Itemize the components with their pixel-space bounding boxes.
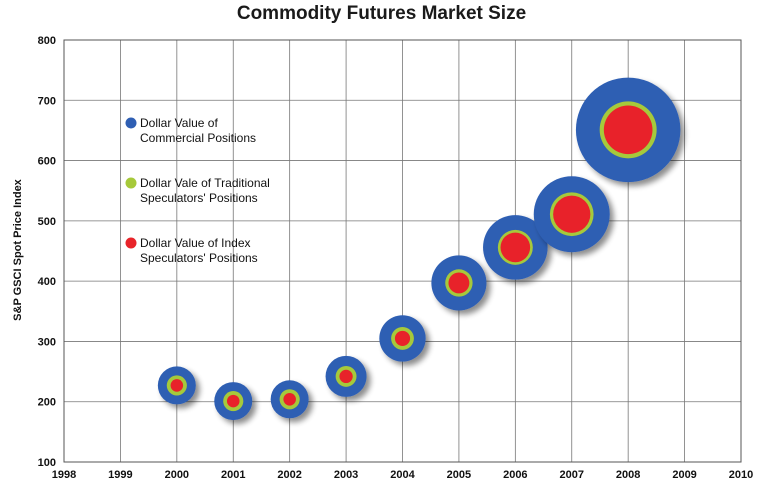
bubble-index: [226, 394, 240, 408]
y-tick-label: 200: [38, 397, 56, 409]
axes: 1998 1999 2000 2001 2002 2003 2004 2005 2006 2007…: [38, 35, 754, 481]
bubble-index: [394, 330, 411, 347]
y-tick-label: 400: [38, 276, 56, 288]
bubble-group: [483, 215, 548, 280]
y-tick-label: 600: [38, 156, 56, 168]
x-tick-label: 2000: [165, 469, 189, 481]
legend-label: Commercial Positions: [140, 131, 256, 145]
bubble-index: [448, 272, 470, 294]
plot-frame: [63, 39, 742, 463]
y-axis-title: S&P GSCI Spot Price Index: [12, 178, 24, 320]
legend-label: Speculators' Positions: [140, 251, 258, 265]
legend-marker: [125, 237, 137, 249]
legend-marker: [125, 117, 137, 129]
x-tick-label: 2006: [503, 469, 527, 481]
x-tick-label: 2002: [277, 469, 301, 481]
y-tick-label: 700: [38, 95, 56, 107]
x-tick-label: 2005: [447, 469, 471, 481]
bubble-group: [575, 77, 681, 183]
y-tick-label: 100: [38, 457, 56, 469]
x-tick-label: 2008: [616, 469, 640, 481]
legend-label: Dollar Value of: [140, 116, 218, 130]
legend-label: Dollar Vale of Traditional: [140, 176, 270, 190]
bubble-index: [283, 393, 296, 406]
x-tick-label: 1998: [52, 469, 76, 481]
bubble-index: [170, 379, 184, 392]
bubble-group: [157, 366, 196, 405]
bubble-group: [270, 380, 309, 419]
bubble-group: [431, 255, 487, 311]
x-tick-label: 2007: [560, 469, 584, 481]
bubble-group: [325, 355, 367, 397]
bubble-index: [339, 369, 353, 384]
x-tick-label: 2004: [390, 469, 415, 481]
x-tick-label: 2009: [672, 469, 696, 481]
bubble-group: [533, 176, 610, 253]
y-tick-label: 500: [38, 216, 56, 228]
y-tick-label: 300: [38, 336, 56, 348]
x-tick-label: 2010: [729, 469, 753, 481]
chart-title: Commodity Futures Market Size: [236, 3, 527, 24]
legend-marker: [125, 177, 137, 189]
x-tick-label: 2003: [334, 469, 358, 481]
legend-label: Speculators' Positions: [140, 191, 258, 205]
y-tick-label: 800: [38, 35, 56, 47]
bubble-index: [500, 232, 531, 263]
bubble-index: [603, 105, 653, 155]
x-tick-label: 1999: [108, 469, 132, 481]
bubble-index: [553, 195, 591, 233]
x-tick-label: 2001: [221, 469, 245, 481]
bubble-group: [214, 382, 253, 421]
bubbles: [157, 77, 681, 421]
bubble-group: [379, 315, 426, 362]
legend-label: Dollar Value of Index: [140, 236, 251, 250]
